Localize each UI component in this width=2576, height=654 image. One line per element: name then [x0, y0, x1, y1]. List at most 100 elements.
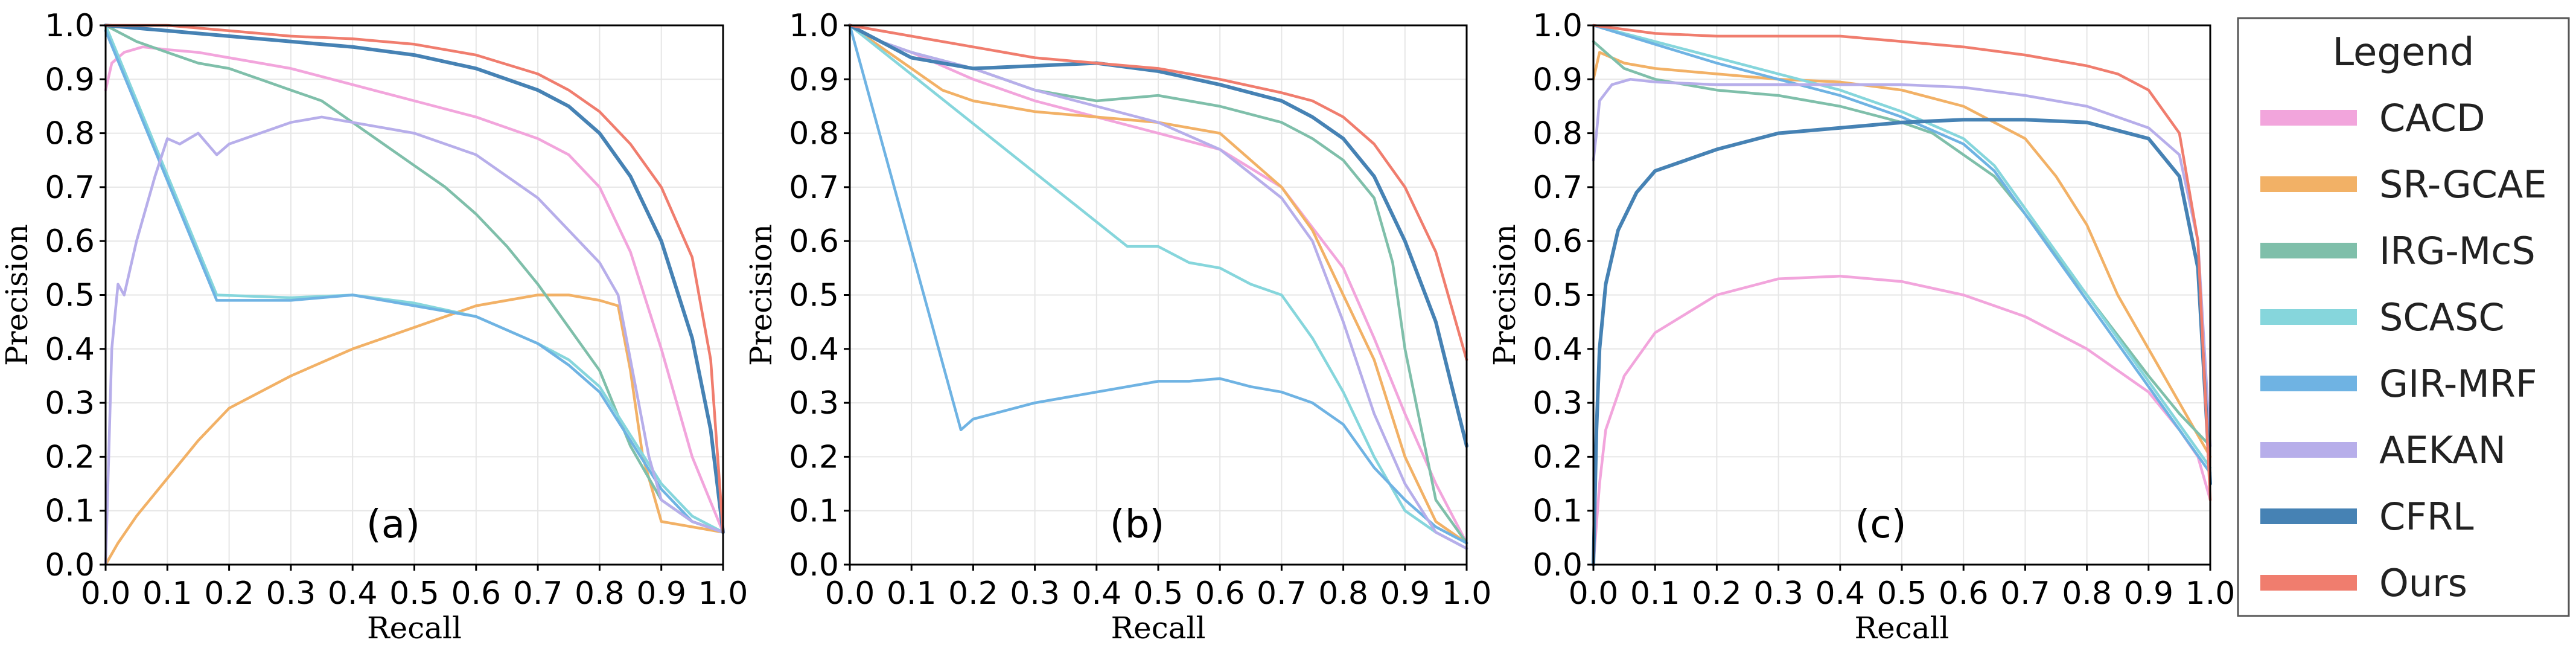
legend-label-sr-gcae: SR-GCAE	[2379, 162, 2547, 207]
series-line-gir-mrf	[1592, 24, 2212, 475]
y-tick-label: 0.7	[1532, 170, 1583, 206]
legend-entry-cacd: CACD	[2260, 96, 2485, 140]
x-tick-label: 0.6	[1939, 575, 1989, 612]
series-line-cacd	[848, 24, 1468, 545]
legend-swatch-irg-mcs	[2260, 243, 2357, 258]
panel-label: (a)	[366, 502, 420, 547]
y-tick-label: 0.8	[1532, 116, 1583, 152]
legend-entry-irg-mcs: IRG-McS	[2260, 229, 2536, 273]
y-tick-label: 0.6	[1532, 223, 1583, 260]
x-tick-label: 1.0	[2185, 575, 2236, 612]
x-tick-label: 0.3	[1010, 575, 1060, 612]
legend-label-irg-mcs: IRG-McS	[2379, 229, 2536, 273]
x-tick-label: 0.7	[1257, 575, 1307, 612]
chart-panel-2: 0.0 0.1 0.2 0.3 0.4 0.5 0.6 0.7 0.8 0.9 1.0 0.0 0.1 0…	[744, 8, 1491, 646]
series-line-cfrl	[1592, 118, 2212, 566]
legend-entry-cfrl: CFRL	[2260, 495, 2474, 539]
legend-entry-gir-mrf: GIR-MRF	[2260, 362, 2537, 406]
x-tick-label: 0.4	[328, 575, 378, 612]
x-tick-label: 0.2	[1692, 575, 1742, 612]
legend-swatch-cacd	[2260, 110, 2357, 126]
y-tick-label: 0.6	[45, 223, 95, 260]
legend-entry-ours: Ours	[2260, 561, 2467, 605]
y-tick-label: 0.8	[45, 116, 95, 152]
y-tick-label: 0.9	[789, 62, 839, 98]
y-tick-label: 0.1	[45, 493, 95, 530]
x-tick-label: 0.0	[1569, 575, 1619, 612]
x-tick-label: 0.2	[204, 575, 254, 612]
legend-swatch-scasc	[2260, 309, 2357, 325]
y-tick-label: 0.5	[1532, 278, 1583, 314]
y-tick-label: 1.0	[1532, 8, 1583, 44]
x-tick-label: 0.1	[142, 575, 193, 612]
legend-entry-scasc: SCASC	[2260, 295, 2505, 339]
x-tick-label: 0.8	[1318, 575, 1368, 612]
x-tick-label: 0.3	[266, 575, 316, 612]
legend-entry-sr-gcae: SR-GCAE	[2260, 162, 2547, 207]
series-line-sr-gcae	[848, 24, 1468, 545]
y-tick-label: 1.0	[789, 8, 839, 44]
x-tick-label: 0.6	[1195, 575, 1245, 612]
y-axis-label: Precision	[0, 224, 34, 366]
series-line-sr-gcae	[1592, 51, 2212, 458]
x-tick-label: 0.4	[1815, 575, 1865, 612]
y-tick-label: 0.0	[1532, 547, 1583, 583]
y-tick-label: 0.9	[1532, 62, 1583, 98]
series-line-ours	[1592, 24, 2212, 502]
series-line-aekan	[848, 24, 1468, 550]
panel-label: (c)	[1855, 502, 1906, 547]
y-tick-label: 0.1	[1532, 493, 1583, 530]
x-tick-label: 0.3	[1753, 575, 1803, 612]
x-tick-label: 1.0	[698, 575, 748, 612]
y-tick-label: 0.0	[789, 547, 839, 583]
series-line-cfrl	[848, 24, 1468, 448]
x-tick-label: 0.9	[2123, 575, 2173, 612]
series-line-sr-gcae	[104, 293, 725, 566]
x-axis-label: Recall	[1854, 611, 1949, 646]
legend-label-ours: Ours	[2379, 561, 2467, 605]
y-tick-label: 0.9	[45, 62, 95, 98]
y-tick-label: 0.3	[789, 385, 839, 422]
x-axis-label: Recall	[1111, 611, 1205, 646]
legend-entry-aekan: AEKAN	[2260, 428, 2506, 472]
y-tick-label: 0.2	[789, 439, 839, 475]
x-tick-label: 0.5	[1877, 575, 1927, 612]
chart-panel-3: 0.0 0.1 0.2 0.3 0.4 0.5 0.6 0.7 0.8 0.9 1.0 0.0 0.1 0…	[1487, 8, 2235, 646]
series-line-irg-mcs	[1592, 40, 2212, 447]
legend-label-gir-mrf: GIR-MRF	[2379, 362, 2537, 406]
chart-panel-1: 0.0 0.1 0.2 0.3 0.4 0.5 0.6 0.7 0.8 0.9 1.0 0.0 0.1 0…	[0, 8, 748, 646]
legend-label-cacd: CACD	[2379, 96, 2485, 140]
y-tick-label: 1.0	[45, 8, 95, 44]
series-line-ours	[848, 24, 1468, 361]
x-tick-label: 0.0	[825, 575, 875, 612]
y-tick-label: 0.5	[45, 278, 95, 314]
legend-label-scasc: SCASC	[2379, 295, 2505, 339]
x-tick-label: 0.9	[1380, 575, 1430, 612]
y-axis-label: Precision	[744, 224, 779, 366]
y-tick-label: 0.3	[45, 385, 95, 422]
y-tick-label: 0.7	[789, 170, 839, 206]
y-tick-label: 0.1	[789, 493, 839, 530]
x-tick-label: 0.2	[948, 575, 998, 612]
y-tick-label: 0.5	[789, 278, 839, 314]
legend-swatch-ours	[2260, 575, 2357, 591]
x-tick-label: 0.9	[636, 575, 686, 612]
panel-label: (b)	[1110, 502, 1165, 547]
series-line-gir-mrf	[104, 29, 725, 534]
y-tick-label: 0.0	[45, 547, 95, 583]
series-line-ours	[104, 24, 725, 534]
y-tick-label: 0.4	[789, 332, 839, 368]
legend: Legend CACD SR-GCAE IRG-McS SCASC GIR-MRF AEK…	[2237, 17, 2570, 617]
series-line-aekan	[104, 115, 725, 566]
y-tick-label: 0.4	[1532, 332, 1583, 368]
legend-swatch-cfrl	[2260, 508, 2357, 524]
legend-swatch-aekan	[2260, 442, 2357, 458]
y-tick-label: 0.3	[1532, 385, 1583, 422]
series-line-cacd	[104, 45, 725, 534]
x-axis-label: Recall	[367, 611, 462, 646]
y-tick-label: 0.2	[45, 439, 95, 475]
x-tick-label: 0.1	[1630, 575, 1680, 612]
legend-title: Legend	[2332, 30, 2474, 75]
series-line-cacd	[1592, 274, 2212, 566]
